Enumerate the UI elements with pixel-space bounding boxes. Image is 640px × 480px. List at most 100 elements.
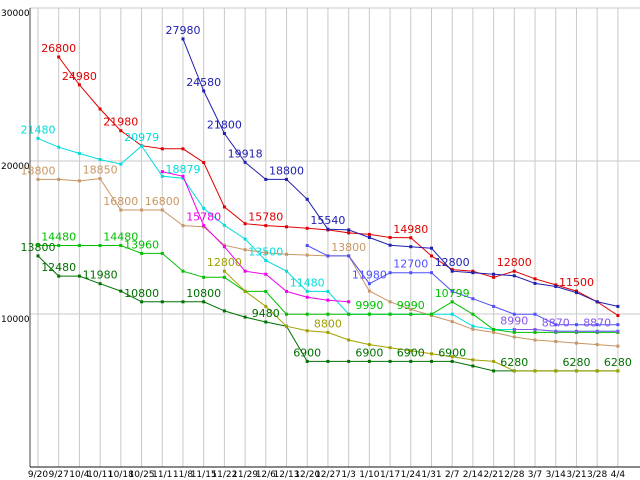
point-value-label: 6900 [438, 346, 466, 359]
data-point-marker [98, 158, 102, 161]
point-value-label: 15780 [186, 211, 221, 224]
data-point-marker [305, 359, 309, 363]
x-tick-label: 12/20 [294, 470, 320, 480]
data-point-marker [160, 300, 164, 304]
data-point-marker [202, 206, 206, 210]
point-value-label: 12800 [207, 256, 242, 269]
point-value-label: 21800 [207, 119, 242, 132]
data-point-marker [471, 312, 475, 316]
data-point-marker [430, 254, 433, 258]
point-value-label: 20979 [124, 131, 159, 144]
data-point-marker [181, 269, 185, 273]
data-point-marker [57, 55, 61, 59]
data-point-marker [347, 359, 351, 363]
data-point-marker [243, 315, 247, 319]
point-value-label: 12800 [497, 256, 532, 269]
data-point-marker [36, 244, 40, 247]
data-point-marker [264, 272, 268, 276]
data-point-marker [160, 147, 164, 151]
x-tick-label: 3/21 [566, 470, 586, 480]
data-point-marker [450, 355, 454, 359]
data-point-marker [347, 300, 351, 304]
data-point-marker [367, 312, 371, 316]
data-point-marker [181, 224, 185, 228]
data-point-marker [160, 170, 164, 174]
x-tick-label: 2/28 [504, 470, 524, 480]
x-tick-label: 11/8 [173, 470, 193, 480]
x-tick-label: 11/29 [232, 470, 258, 480]
data-point-marker [119, 162, 123, 166]
data-point-marker [554, 285, 558, 288]
data-point-marker [222, 223, 226, 227]
data-point-marker [264, 289, 268, 293]
point-value-label: 11480 [290, 276, 325, 289]
data-point-marker [305, 329, 309, 333]
data-point-marker [388, 243, 392, 247]
data-point-marker [450, 320, 454, 324]
data-point-marker [430, 271, 433, 275]
data-point-marker [388, 271, 392, 275]
data-point-marker [77, 179, 81, 183]
data-point-marker [243, 222, 247, 226]
x-tick-label: 12/13 [274, 470, 300, 480]
point-value-label: 10799 [435, 287, 470, 300]
data-point-marker [77, 83, 81, 87]
data-point-marker [533, 338, 537, 342]
data-point-marker [554, 323, 558, 327]
data-point-marker [616, 314, 620, 317]
point-value-label: 9480 [252, 307, 280, 320]
data-point-marker [36, 136, 40, 140]
point-value-label: 8870 [542, 316, 570, 329]
data-point-marker [140, 300, 144, 304]
x-tick-label: 3/7 [528, 470, 542, 480]
point-value-label: 10800 [124, 287, 159, 300]
point-value-label: 15540 [310, 214, 345, 227]
data-point-marker [367, 232, 371, 236]
point-value-label: 11500 [559, 276, 594, 289]
data-point-marker [264, 251, 268, 255]
data-point-marker [616, 323, 620, 327]
data-point-marker [492, 330, 496, 334]
data-point-marker [57, 274, 61, 278]
data-point-marker [492, 272, 496, 276]
series-line-violet [514, 329, 618, 332]
data-point-marker [575, 323, 578, 327]
data-point-marker [181, 147, 185, 151]
x-tick-label: 3/28 [587, 470, 607, 480]
data-point-marker [326, 254, 330, 258]
data-point-marker [367, 236, 371, 239]
data-point-marker [430, 359, 433, 363]
data-point-marker [243, 248, 247, 252]
data-point-marker [450, 289, 454, 293]
point-value-label: 16800 [103, 195, 138, 208]
data-point-marker [222, 269, 226, 273]
data-point-marker [409, 312, 413, 316]
data-point-marker [616, 344, 620, 348]
point-value-label: 14980 [393, 223, 428, 236]
point-value-label: 18879 [166, 163, 201, 176]
point-value-label: 18850 [83, 164, 118, 177]
data-point-marker [512, 328, 516, 331]
x-tick-label: 1/10 [359, 470, 379, 480]
data-point-marker [57, 145, 61, 149]
x-tick-label: 12/6 [256, 470, 276, 480]
series-line-olive [224, 270, 618, 372]
data-point-marker [533, 369, 537, 373]
point-value-label: 6900 [397, 346, 425, 359]
data-point-marker [285, 324, 288, 328]
data-point-marker [575, 369, 578, 373]
data-point-marker [595, 369, 599, 373]
data-point-marker [616, 369, 620, 373]
x-tick-label: 11/1 [152, 470, 172, 480]
point-value-label: 24580 [186, 76, 221, 89]
data-point-marker [388, 346, 392, 350]
data-point-marker [264, 259, 268, 262]
data-point-marker [77, 274, 81, 278]
data-point-marker [409, 271, 413, 275]
x-tick-label: 2/21 [484, 470, 504, 480]
point-value-label: 26800 [41, 42, 76, 55]
data-point-marker [512, 369, 516, 373]
point-value-label: 11980 [352, 269, 387, 282]
data-point-marker [554, 340, 558, 343]
